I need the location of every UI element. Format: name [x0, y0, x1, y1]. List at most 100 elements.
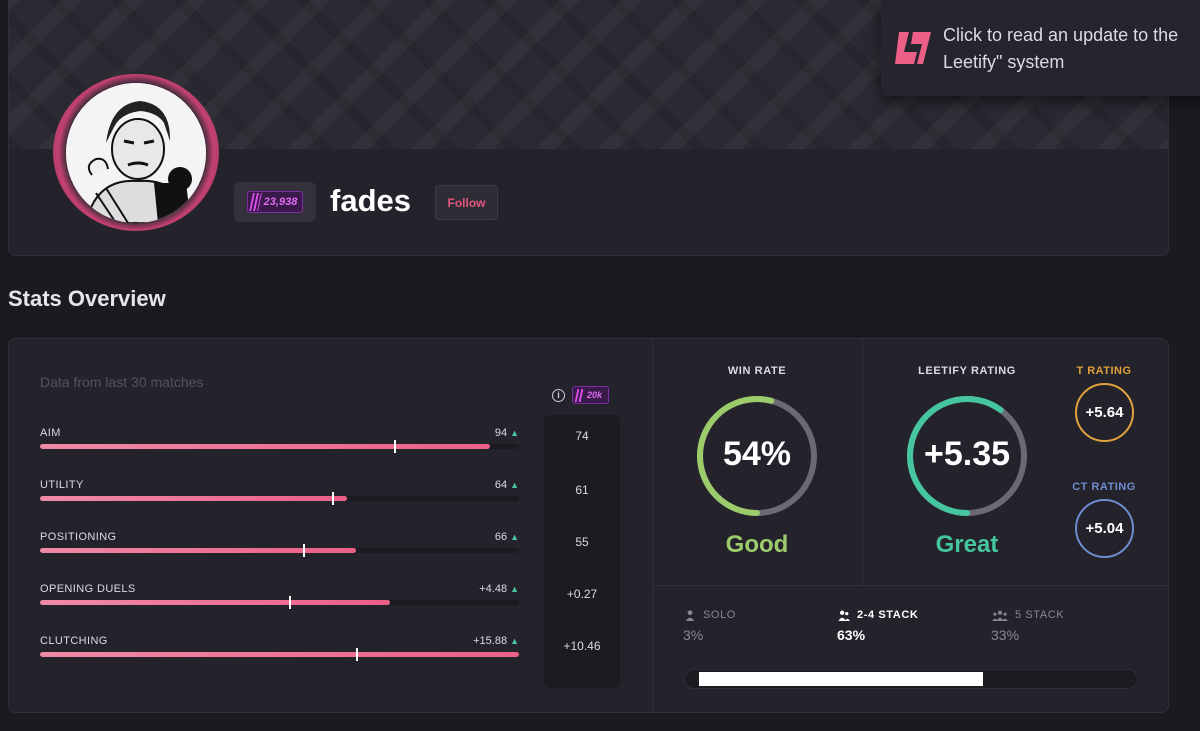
queue-5-pct: 33%	[991, 627, 1020, 643]
notification-text: Click to read an update to the Leetify" …	[943, 22, 1178, 76]
queue-5-head: 5 STACK	[991, 609, 1064, 621]
win-rate-title: WIN RATE	[727, 365, 787, 377]
stat-value-text: +15.88	[473, 635, 508, 647]
benchmark-value: +10.46	[563, 639, 601, 653]
stat-label: UTILITY	[40, 479, 84, 491]
stats-panel: Data from last 30 matches i 20k AIM 94 ▲ …	[8, 338, 1169, 713]
player-name: fades	[330, 183, 411, 218]
benchmark-value: 55	[575, 535, 589, 549]
data-note: Data from last 30 matches	[40, 374, 204, 390]
stat-bar-fill	[40, 496, 347, 501]
section-title: Stats Overview	[8, 286, 166, 311]
queue-bar-fill	[698, 672, 984, 686]
rank-badge: 23,938	[234, 182, 316, 222]
rank-value: 23,938	[263, 196, 298, 208]
stat-bar	[40, 596, 519, 609]
win-rate-word: Good	[725, 531, 789, 558]
queue-solo-head: SOLO	[683, 609, 736, 621]
info-icon[interactable]: i	[552, 388, 565, 402]
stat-value-text: 66	[494, 531, 508, 543]
benchmark-header: i 20k	[546, 383, 620, 407]
trend-up-icon: ▲	[510, 428, 519, 438]
stat-value: 64 ▲	[495, 479, 519, 491]
stat-label: AIM	[40, 427, 61, 439]
win-rate-value: 54%	[722, 435, 792, 473]
rank-badge-inner: 23,938	[246, 191, 304, 213]
queue-stack-head: 2-4 STACK	[837, 609, 918, 621]
avatar-ring	[53, 74, 219, 231]
avatar-image	[66, 83, 206, 223]
stat-bar-fill	[40, 652, 519, 657]
update-notification[interactable]: Click to read an update to the Leetify" …	[881, 0, 1200, 96]
stat-label: POSITIONING	[40, 531, 117, 543]
trend-up-icon: ▲	[510, 480, 519, 490]
benchmark-marker	[303, 544, 306, 557]
trend-up-icon: ▲	[510, 636, 519, 646]
ct-rating-ring[interactable]: +5.04	[1075, 499, 1134, 558]
divider	[862, 339, 863, 585]
stat-bar-fill	[40, 444, 491, 449]
benchmark-rank-label: 20k	[587, 390, 603, 400]
leetify-rating-word: Great	[935, 531, 999, 558]
queue-solo-pct: 3%	[683, 627, 704, 643]
stat-value-text: 94	[494, 427, 508, 439]
benchmark-marker	[394, 440, 397, 453]
stat-value-text: 64	[494, 479, 508, 491]
stat-row-opening-duels[interactable]: OPENING DUELS +4.48 ▲	[40, 583, 519, 623]
follow-button[interactable]: Follow	[435, 185, 498, 220]
gauge-arc	[697, 396, 817, 516]
t-rating-ring[interactable]: +5.64	[1075, 383, 1134, 442]
queue-2-4-stack[interactable]: 2-4 STACK 63%	[837, 609, 918, 643]
notification-line-2: Leetify" system	[943, 52, 1065, 72]
benchmark-marker	[332, 492, 335, 505]
stat-bar-fill	[40, 548, 357, 553]
skill-stats: Data from last 30 matches i 20k AIM 94 ▲ …	[9, 339, 652, 712]
t-rating-value: +5.64	[1085, 404, 1124, 421]
leetify-logo-icon	[895, 32, 931, 64]
stat-row-positioning[interactable]: POSITIONING 66 ▲	[40, 531, 519, 571]
benchmark-value: 61	[575, 483, 589, 497]
benchmark-rank-badge: 20k	[572, 386, 610, 404]
divider	[652, 585, 1169, 586]
trend-up-icon: ▲	[510, 532, 519, 542]
queue-5-stack[interactable]: 5 STACK 33%	[991, 609, 1064, 643]
benchmark-value: +0.27	[566, 587, 598, 601]
stat-bar	[40, 492, 519, 505]
queue-solo-label: SOLO	[703, 609, 736, 621]
divider	[652, 339, 653, 712]
stat-bar	[40, 544, 519, 557]
stat-label: OPENING DUELS	[40, 583, 136, 595]
gauge-arc	[907, 396, 1027, 516]
queue-stack-pct: 63%	[837, 627, 866, 643]
leetify-rating-value: +5.35	[923, 435, 1011, 473]
stat-value-text: +4.48	[479, 583, 508, 595]
stat-bar-fill	[40, 600, 390, 605]
queue-5-label: 5 STACK	[1015, 609, 1065, 621]
rank-stripes-icon	[574, 388, 585, 402]
ct-rating-title: CT RATING	[1072, 481, 1136, 493]
stat-value: +4.48 ▲	[479, 583, 519, 595]
queue-distribution-bar	[684, 669, 1138, 689]
stat-value: +15.88 ▲	[473, 635, 519, 647]
t-rating-title: T RATING	[1076, 365, 1132, 377]
stat-label: CLUTCHING	[40, 635, 108, 647]
benchmark-column	[544, 415, 620, 688]
stat-value: 66 ▲	[495, 531, 519, 543]
leetify-rating-title: LEETIFY RATING	[918, 365, 1016, 377]
stat-row-clutching[interactable]: CLUTCHING +15.88 ▲	[40, 635, 519, 675]
trend-up-icon: ▲	[510, 584, 519, 594]
win-rate-gauge[interactable]	[694, 393, 820, 519]
rank-stripes-icon	[248, 193, 262, 211]
benchmark-marker	[289, 596, 292, 609]
stat-bar	[40, 648, 519, 661]
queue-stack-label: 2-4 STACK	[857, 609, 919, 621]
avatar[interactable]	[66, 83, 206, 223]
stat-row-aim[interactable]: AIM 94 ▲	[40, 427, 519, 467]
notification-line-1: Click to read an update to the	[943, 25, 1179, 45]
duo-icon	[838, 610, 850, 621]
stat-row-utility[interactable]: UTILITY 64 ▲	[40, 479, 519, 519]
benchmark-value: 74	[575, 429, 589, 443]
benchmark-marker	[356, 648, 359, 661]
leetify-rating-gauge[interactable]	[904, 393, 1030, 519]
queue-solo[interactable]: SOLO 3%	[683, 609, 736, 643]
